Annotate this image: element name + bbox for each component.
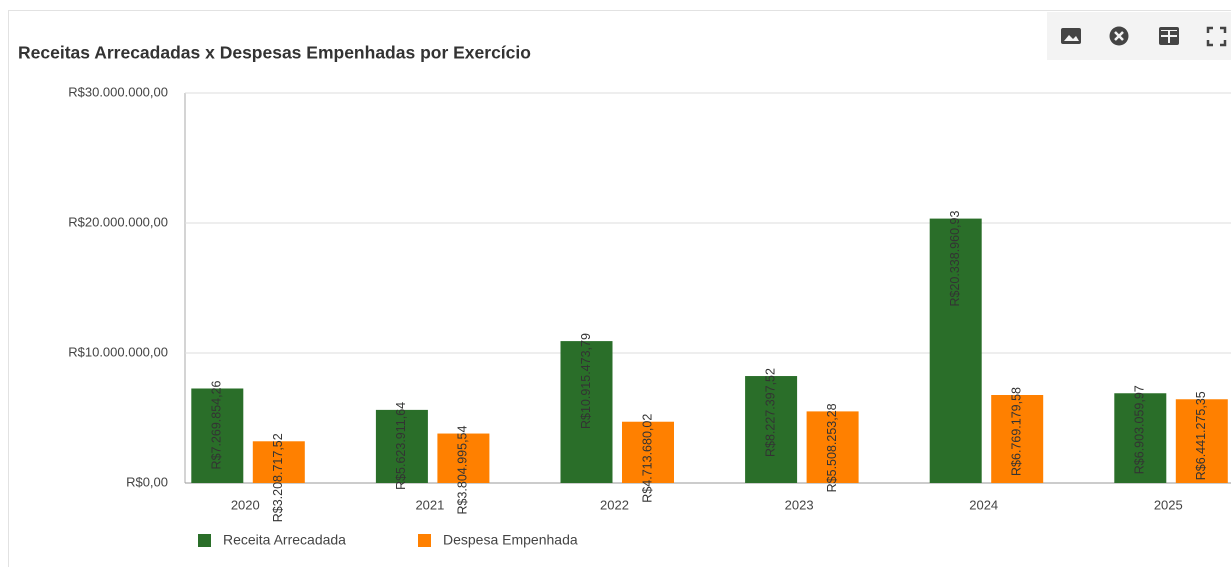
- bar: [252, 441, 305, 483]
- close-icon[interactable]: [1109, 26, 1129, 46]
- bar: [191, 388, 244, 483]
- card: [8, 10, 1231, 567]
- bar: [1175, 399, 1228, 483]
- bar: [929, 218, 982, 483]
- value-label: R$5.508.253,28: [825, 403, 839, 492]
- value-label: R$6.903.059,97: [1133, 385, 1147, 474]
- value-label: R$4.713.680,02: [640, 414, 654, 503]
- fullscreen-icon[interactable]: [1206, 26, 1227, 47]
- x-tick-label: 2020: [231, 497, 260, 512]
- value-label: R$10.915.473,79: [579, 333, 593, 429]
- bar: [806, 411, 859, 483]
- value-label: R$6.769.179,58: [1009, 387, 1023, 476]
- value-label: R$7.269.854,26: [210, 380, 224, 469]
- value-label: R$3.804.995,54: [456, 425, 470, 514]
- toolbar-icons[interactable]: [1061, 26, 1227, 47]
- bar: [991, 395, 1044, 483]
- y-tick-label: R$10.000.000,00: [68, 344, 168, 359]
- image-icon[interactable]: [1061, 28, 1081, 44]
- value-label: R$3.208.717,52: [271, 433, 285, 522]
- x-tick-label: 2025: [1154, 497, 1183, 512]
- y-tick-label: R$0,00: [126, 474, 168, 489]
- bar: [375, 409, 428, 483]
- value-label: R$20.338.960,93: [948, 211, 962, 307]
- x-tick-label: 2021: [415, 497, 444, 512]
- x-tick-label: 2024: [969, 497, 998, 512]
- value-label: R$6.441.275,35: [1194, 391, 1208, 480]
- value-label: R$5.623.911,64: [394, 402, 408, 490]
- legend-swatch: [418, 534, 431, 547]
- chart-title: Receitas Arrecadadas x Despesas Empenhad…: [18, 43, 531, 63]
- y-tick-label: R$30.000.000,00: [68, 84, 168, 99]
- y-tick-label: R$20.000.000,00: [68, 214, 168, 229]
- legend-swatch: [198, 534, 211, 547]
- x-tick-label: 2022: [600, 497, 629, 512]
- bar: [622, 421, 674, 483]
- legend-label: Despesa Empenhada: [443, 532, 578, 548]
- bar: [1114, 393, 1167, 483]
- value-label: R$8.227.397,52: [763, 368, 777, 457]
- table-icon[interactable]: [1159, 27, 1179, 45]
- bar: [560, 341, 613, 483]
- legend-label: Receita Arrecadada: [223, 532, 346, 548]
- x-tick-label: 2023: [785, 497, 814, 512]
- bar: [745, 376, 798, 483]
- bar: [437, 433, 490, 483]
